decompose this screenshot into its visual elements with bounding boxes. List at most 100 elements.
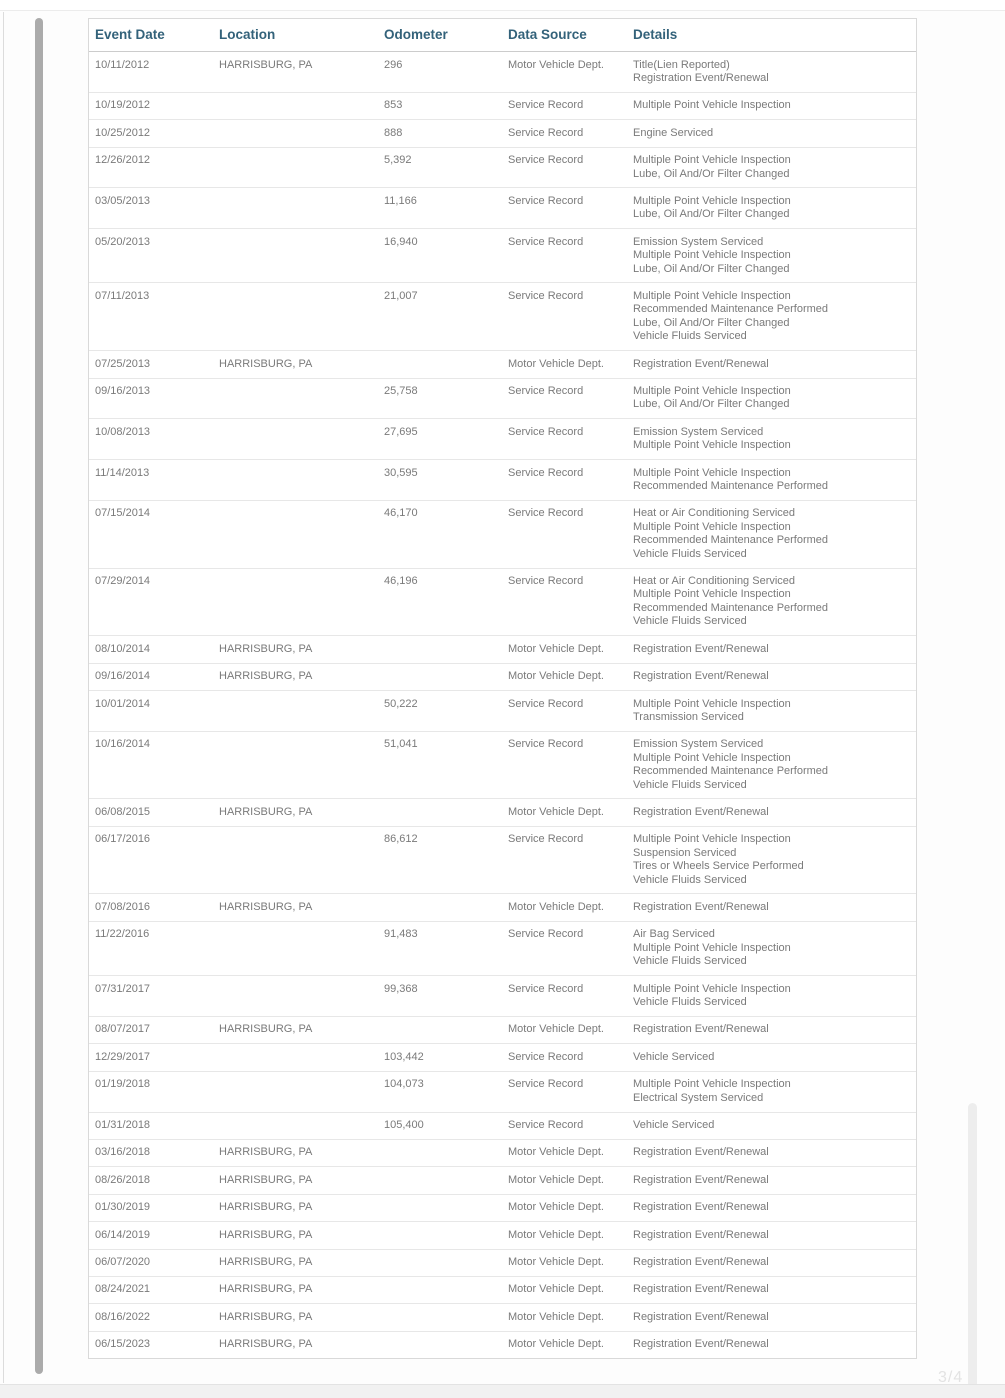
table-row: 10/11/2012 HARRISBURG, PA 296 Motor Vehi… [89, 52, 916, 93]
cell-odometer: 105,400 [378, 1111, 502, 1140]
column-header-data-source: Data Source [502, 19, 627, 52]
detail-line: Heat or Air Conditioning Serviced [633, 575, 796, 588]
cell-location [213, 499, 378, 569]
cell-details: Registration Event/Renewal [627, 1330, 916, 1359]
cell-source: Service Record [502, 730, 627, 799]
cell-location [213, 1111, 378, 1140]
cell-odometer: 30,595 [378, 459, 502, 501]
cell-details: Registration Event/Renewal [627, 1138, 916, 1167]
cell-source: Motor Vehicle Dept. [502, 1248, 627, 1277]
cell-source: Service Record [502, 91, 627, 120]
cell-odometer: 11,166 [378, 187, 502, 229]
detail-line: Suspension Serviced [633, 846, 737, 859]
table-row: 11/14/2013 30,595 Service Record Multipl… [89, 459, 916, 501]
detail-line: Multiple Point Vehicle Inspection [633, 982, 791, 995]
detail-line: Lube, Oil And/Or Filter Changed [633, 398, 790, 411]
cell-source: Service Record [502, 459, 627, 501]
cell-details: Registration Event/Renewal [627, 1275, 916, 1304]
cell-location [213, 459, 378, 501]
cell-date: 07/25/2013 [89, 350, 213, 378]
right-scrollbar-thumb[interactable] [968, 1103, 977, 1398]
table-row: 06/08/2015 HARRISBURG, PA Motor Vehicle … [89, 798, 916, 827]
cell-date: 07/15/2014 [89, 499, 213, 569]
cell-source: Motor Vehicle Dept. [502, 1138, 627, 1167]
detail-line: Recommended Maintenance Performed [633, 765, 829, 778]
detail-line: Registration Event/Renewal [633, 805, 769, 818]
detail-line: Engine Serviced [633, 126, 714, 139]
detail-line: Registration Event/Renewal [633, 357, 769, 370]
cell-details: Registration Event/Renewal [627, 893, 916, 922]
cell-date: 03/16/2018 [89, 1138, 213, 1167]
cell-odometer: 51,041 [378, 730, 502, 799]
cell-odometer [378, 1221, 502, 1250]
table-row: 10/19/2012 853 Service Record Multiple P… [89, 91, 916, 120]
cell-date: 08/26/2018 [89, 1166, 213, 1195]
cell-location [213, 228, 378, 283]
left-edge-line [3, 12, 4, 1383]
cell-details: Registration Event/Renewal [627, 1303, 916, 1332]
detail-line: Lube, Oil And/Or Filter Changed [633, 262, 790, 275]
table-row: 03/16/2018 HARRISBURG, PA Motor Vehicle … [89, 1138, 916, 1167]
detail-line: Multiple Point Vehicle Inspection [633, 833, 791, 846]
cell-odometer: 21,007 [378, 282, 502, 351]
left-scrollbar-thumb[interactable] [35, 18, 43, 1374]
cell-date: 07/08/2016 [89, 893, 213, 922]
vehicle-history-table-card: Event Date Location Odometer Data Source… [88, 18, 917, 1360]
cell-details: Multiple Point Vehicle Inspection Suspens… [627, 825, 916, 894]
cell-location [213, 690, 378, 732]
cell-location: HARRISBURG, PA [213, 1248, 378, 1277]
cell-source: Motor Vehicle Dept. [502, 1221, 627, 1250]
detail-line: Multiple Point Vehicle Inspection [633, 194, 791, 207]
cell-source: Service Record [502, 1043, 627, 1072]
cell-odometer [378, 1330, 502, 1359]
cell-details: Registration Event/Renewal [627, 662, 916, 691]
detail-line: Registration Event/Renewal [633, 1023, 769, 1036]
cell-details: Multiple Point Vehicle Inspection Lube, O… [627, 146, 916, 188]
detail-line: Vehicle Fluids Serviced [633, 996, 747, 1008]
cell-location [213, 1043, 378, 1072]
table-row: 06/07/2020 HARRISBURG, PA Motor Vehicle … [89, 1248, 916, 1277]
cell-details: Multiple Point Vehicle Inspection Recomme… [627, 282, 916, 351]
cell-date: 06/15/2023 [89, 1330, 213, 1359]
detail-line: Title(Lien Reported) [633, 58, 730, 71]
detail-line: Recommended Maintenance Performed [633, 303, 829, 316]
table-row: 07/08/2016 HARRISBURG, PA Motor Vehicle … [89, 893, 916, 922]
table-row: 06/15/2023 HARRISBURG, PA Motor Vehicle … [89, 1330, 916, 1359]
cell-location: HARRISBURG, PA [213, 1221, 378, 1250]
cell-location [213, 825, 378, 894]
cell-location [213, 282, 378, 351]
cell-odometer [378, 1015, 502, 1044]
detail-line: Transmission Serviced [633, 710, 744, 723]
cell-details: Title(Lien Reported) Registration Event/R… [627, 52, 916, 93]
cell-odometer: 16,940 [378, 228, 502, 283]
cell-date: 06/08/2015 [89, 798, 213, 827]
detail-line: Vehicle Fluids Serviced [633, 955, 747, 968]
cell-date: 08/16/2022 [89, 1303, 213, 1332]
cell-location: HARRISBURG, PA [213, 1166, 378, 1195]
history-table-body: 10/11/2012 HARRISBURG, PA 296 Motor Vehi… [89, 52, 916, 1359]
cell-date: 09/16/2014 [89, 662, 213, 691]
detail-line: Registration Event/Renewal [633, 642, 769, 655]
detail-line: Vehicle Fluids Serviced [633, 778, 747, 791]
cell-odometer: 46,196 [378, 567, 502, 636]
cell-details: Engine Serviced [627, 119, 916, 148]
cell-location: HARRISBURG, PA [213, 662, 378, 691]
table-row: 03/05/2013 11,166 Service Record Multipl… [89, 187, 916, 229]
cell-date: 01/19/2018 [89, 1070, 213, 1113]
cell-source: Service Record [502, 975, 627, 1017]
page-indicator: 3/4 [938, 1369, 964, 1386]
cell-odometer [378, 1275, 502, 1304]
cell-odometer: 296 [384, 58, 403, 71]
header-row: Event Date Location Odometer Data Source… [89, 19, 916, 52]
detail-line: Multiple Point Vehicle Inspection [633, 941, 791, 954]
cell-location [213, 187, 378, 229]
cell-location [213, 146, 378, 188]
cell-details: Air Bag Serviced Multiple Point Vehicle I… [627, 920, 916, 976]
table-row: 01/19/2018 104,073 Service Record Multip… [89, 1070, 916, 1113]
cell-details: Multiple Point Vehicle Inspection Transmi… [627, 690, 916, 732]
cell-details: Registration Event/Renewal [627, 1015, 916, 1044]
table-row: 08/10/2014 HARRISBURG, PA Motor Vehicle … [89, 635, 916, 664]
bottom-band [0, 1384, 1005, 1398]
cell-details: Emission System Serviced Multiple Point V… [627, 228, 916, 283]
cell-source: Service Record [502, 1111, 627, 1140]
